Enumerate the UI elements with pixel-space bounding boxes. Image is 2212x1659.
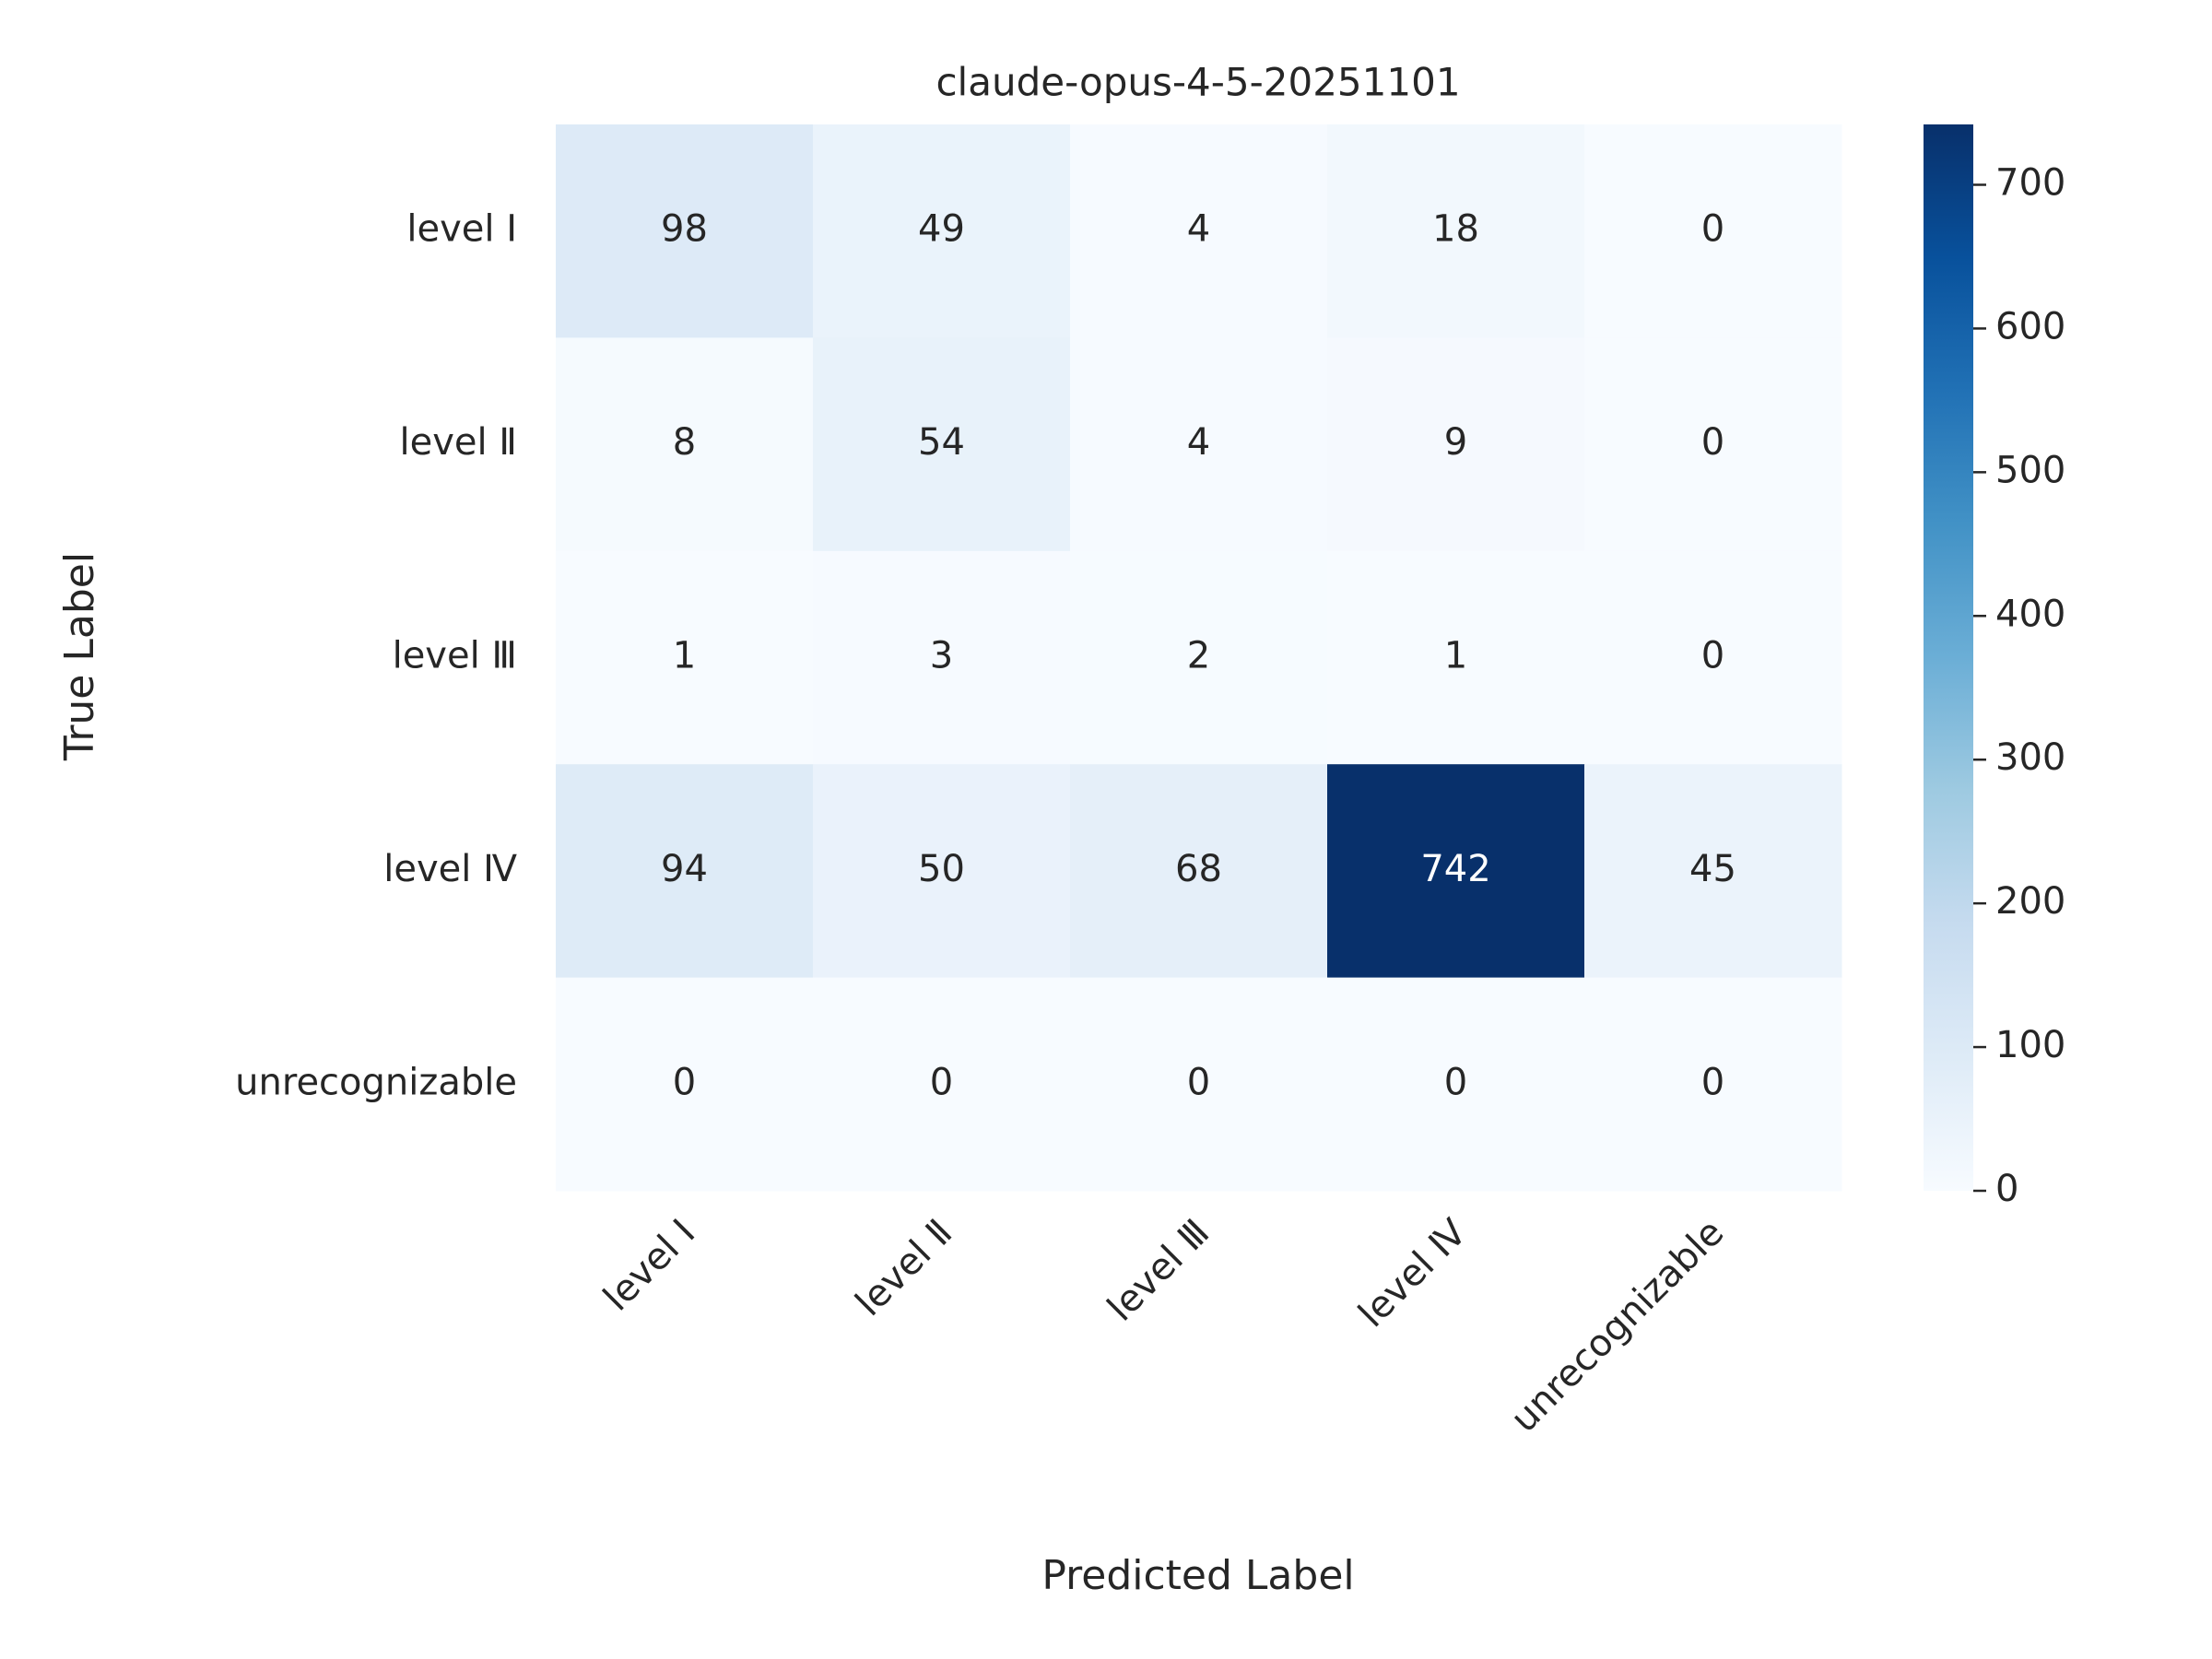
cell-label: 45 (1689, 848, 1736, 890)
cell-label: 0 (1701, 635, 1724, 677)
colorbar-tick-label: 700 (1995, 161, 2065, 204)
heatmap-cell (1584, 550, 1842, 765)
colorbar (1924, 124, 1973, 1191)
colorbar-tick-label: 200 (1995, 880, 2065, 923)
cell-label: 0 (930, 1061, 953, 1103)
heatmap-cell (813, 124, 1071, 338)
cell-label: 0 (1701, 208, 1724, 251)
x-tick-label: level Ⅱ (848, 1211, 961, 1324)
x-axis-label: Predicted Label (1041, 1552, 1354, 1599)
heatmap-cell (1327, 337, 1585, 552)
heatmap-cell (556, 977, 814, 1192)
y-tick-label: level Ⅳ (383, 848, 517, 890)
colorbar-tick-label: 100 (1995, 1024, 2065, 1066)
cell-label: 0 (673, 1061, 696, 1103)
heatmap-cell (813, 764, 1071, 979)
heatmap-cell (1327, 764, 1585, 979)
cell-label: 98 (661, 208, 708, 251)
cell-label: 9 (1444, 421, 1467, 464)
heatmap-cell (1070, 764, 1328, 979)
cell-label: 4 (1187, 208, 1210, 251)
chart-title: claude-opus-4-5-20251101 (935, 60, 1460, 105)
cell-label: 68 (1175, 848, 1222, 890)
heatmap-cell (1584, 764, 1842, 979)
cell-label: 94 (661, 848, 708, 890)
heatmap-cell (556, 124, 814, 338)
colorbar-tick-label: 500 (1995, 449, 2065, 491)
heatmap-cell (1070, 550, 1328, 765)
cell-label: 4 (1187, 421, 1210, 464)
heatmap-cell (813, 550, 1071, 765)
cell-label: 0 (1444, 1061, 1467, 1103)
y-axis-label: True Label (56, 552, 103, 761)
cell-label: 0 (1701, 1061, 1724, 1103)
heatmap-cell (813, 977, 1071, 1192)
cell-label: 54 (918, 421, 965, 464)
cell-label: 742 (1420, 848, 1490, 890)
heatmap-cell (1327, 977, 1585, 1192)
heatmap-cell (1327, 124, 1585, 338)
heatmap-cell (556, 764, 814, 979)
heatmap-cell (1327, 550, 1585, 765)
colorbar-tick-label: 400 (1995, 593, 2065, 635)
cell-label: 18 (1432, 208, 1479, 251)
x-tick-label: unrecognizable (1503, 1211, 1733, 1441)
heatmap-cell (1584, 977, 1842, 1192)
y-tick-label: unrecognizable (235, 1061, 517, 1103)
x-tick-label: level Ⅲ (1100, 1211, 1218, 1329)
cell-label: 0 (1187, 1061, 1210, 1103)
heatmap-cell (1584, 124, 1842, 338)
y-tick-label: level Ⅱ (399, 421, 517, 464)
cell-label: 50 (918, 848, 965, 890)
cell-label: 3 (930, 635, 953, 677)
heatmap-cell (1584, 337, 1842, 552)
colorbar-tick-label: 600 (1995, 305, 2065, 347)
colorbar-tick-label: 300 (1995, 736, 2065, 779)
heatmap-cell (1070, 337, 1328, 552)
heatmap-cell (1070, 977, 1328, 1192)
cell-label: 0 (1701, 421, 1724, 464)
colorbar-tick-label: 0 (1995, 1168, 2018, 1210)
y-tick-label: level Ⅰ (406, 208, 517, 251)
heatmap-cell (1070, 124, 1328, 338)
cell-label: 1 (1444, 635, 1467, 677)
heatmap-cell (556, 337, 814, 552)
heatmap-cell (813, 337, 1071, 552)
x-tick-label: level Ⅳ (1350, 1211, 1475, 1335)
cell-label: 2 (1187, 635, 1210, 677)
cell-label: 8 (673, 421, 696, 464)
x-tick-label: level Ⅰ (595, 1211, 703, 1319)
heatmap-cell (556, 550, 814, 765)
y-tick-label: level Ⅲ (393, 635, 517, 677)
cell-label: 49 (918, 208, 965, 251)
cell-label: 1 (673, 635, 696, 677)
